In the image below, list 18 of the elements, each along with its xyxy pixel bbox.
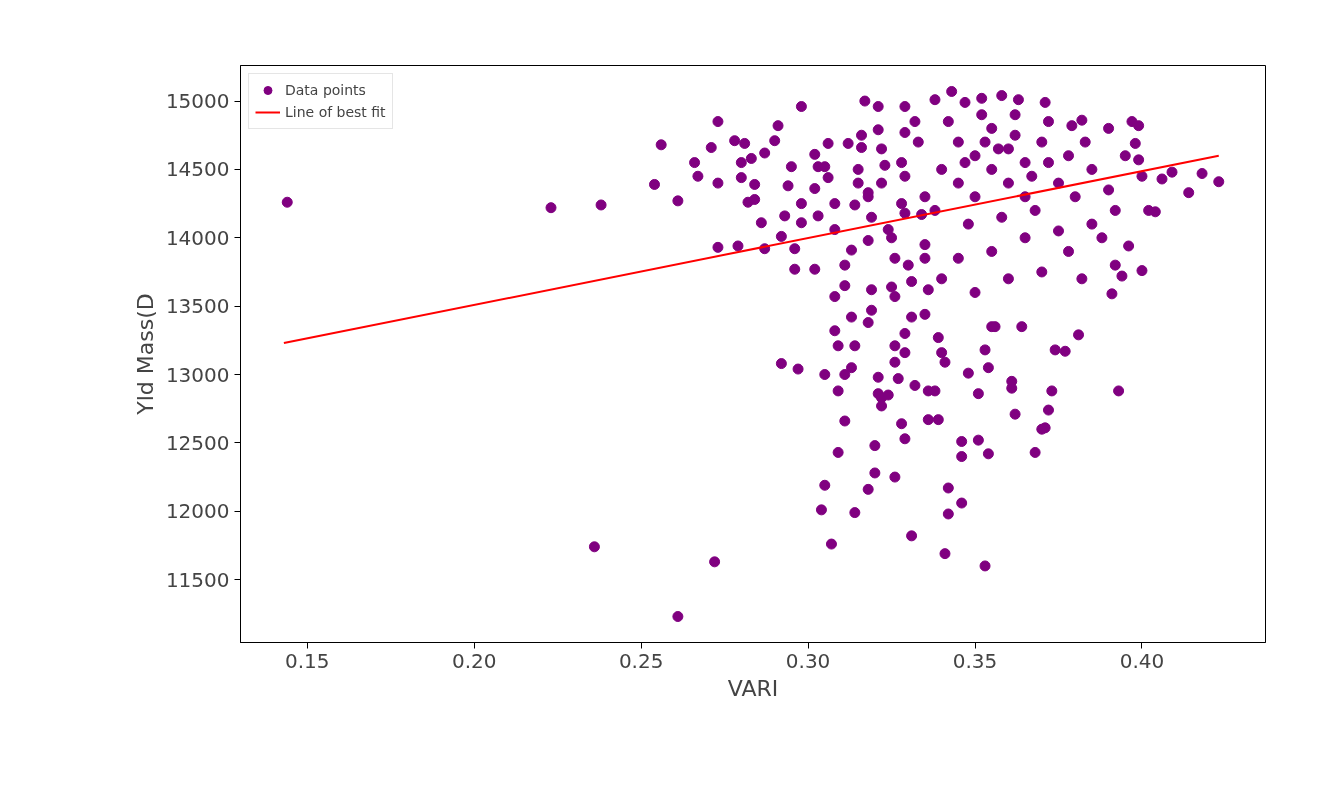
legend-label: Line of best fit	[285, 104, 386, 120]
y-tick-label: 11500	[165, 567, 230, 592]
x-tick-label: 0.30	[785, 648, 831, 673]
y-axis-title: Yld Mass(D	[132, 293, 158, 416]
y-tick-label: 12500	[165, 430, 230, 455]
y-tick-label: 12000	[165, 499, 230, 524]
x-axis-title: VARI	[727, 675, 779, 701]
x-tick-label: 0.35	[952, 648, 998, 673]
y-tick-label: 15000	[165, 89, 230, 114]
y-tick-label: 14500	[165, 157, 230, 182]
x-tick-label: 0.40	[1119, 648, 1165, 673]
x-tick-label: 0.20	[451, 648, 497, 673]
y-tick-label: 13000	[165, 362, 230, 387]
legend-label: Data points	[285, 82, 366, 98]
x-tick-label: 0.15	[285, 648, 330, 673]
x-tick-label: 0.25	[618, 648, 664, 673]
y-tick-label: 14000	[165, 225, 230, 250]
y-tick-label: 13500	[165, 294, 230, 319]
